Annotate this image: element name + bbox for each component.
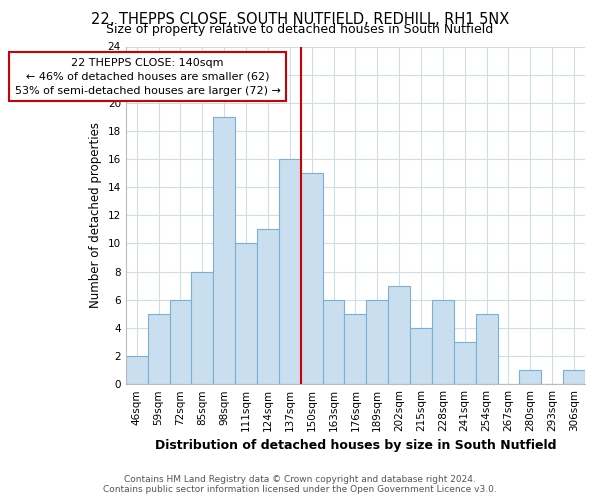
Bar: [323, 300, 344, 384]
Bar: [191, 272, 213, 384]
Bar: [454, 342, 476, 384]
Bar: [563, 370, 585, 384]
Bar: [279, 159, 301, 384]
Bar: [367, 300, 388, 384]
Bar: [148, 314, 170, 384]
Bar: [344, 314, 367, 384]
Bar: [520, 370, 541, 384]
Bar: [126, 356, 148, 384]
Bar: [388, 286, 410, 384]
Text: Contains HM Land Registry data © Crown copyright and database right 2024.
Contai: Contains HM Land Registry data © Crown c…: [103, 474, 497, 494]
Bar: [170, 300, 191, 384]
Bar: [476, 314, 497, 384]
Text: 22 THEPPS CLOSE: 140sqm
← 46% of detached houses are smaller (62)
53% of semi-de: 22 THEPPS CLOSE: 140sqm ← 46% of detache…: [15, 58, 281, 96]
Bar: [213, 117, 235, 384]
Bar: [432, 300, 454, 384]
Text: 22, THEPPS CLOSE, SOUTH NUTFIELD, REDHILL, RH1 5NX: 22, THEPPS CLOSE, SOUTH NUTFIELD, REDHIL…: [91, 12, 509, 28]
X-axis label: Distribution of detached houses by size in South Nutfield: Distribution of detached houses by size …: [155, 440, 556, 452]
Bar: [410, 328, 432, 384]
Bar: [235, 244, 257, 384]
Y-axis label: Number of detached properties: Number of detached properties: [89, 122, 102, 308]
Bar: [257, 230, 279, 384]
Text: Size of property relative to detached houses in South Nutfield: Size of property relative to detached ho…: [106, 24, 494, 36]
Bar: [301, 173, 323, 384]
